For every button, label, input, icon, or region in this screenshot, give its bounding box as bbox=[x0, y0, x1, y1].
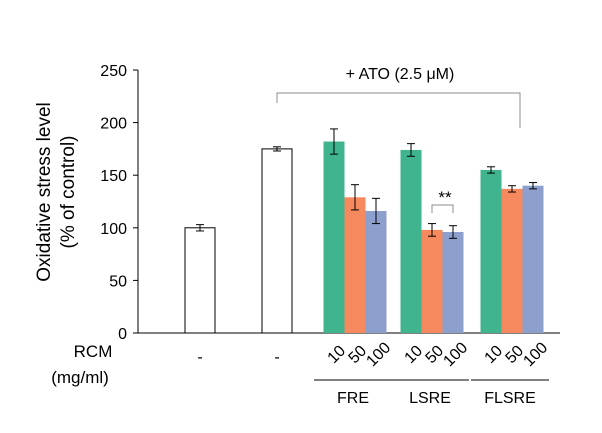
bar-2 bbox=[261, 148, 293, 334]
group-labels: FRE LSRE FLSRE bbox=[314, 379, 549, 407]
y-tick-label-150: 150 bbox=[100, 168, 127, 185]
x-label-2: - bbox=[274, 349, 279, 366]
treatment-bracket: + ATO (2.5 μM) bbox=[276, 66, 521, 128]
x-label-8: 100 bbox=[440, 339, 471, 370]
bars bbox=[184, 128, 544, 334]
bar-3 bbox=[323, 141, 345, 333]
bar-5 bbox=[365, 210, 387, 333]
y-tick-label-0: 0 bbox=[118, 326, 127, 343]
x-label-5: 100 bbox=[363, 339, 394, 370]
bar-4 bbox=[344, 197, 366, 333]
rcm-label: RCM bbox=[74, 342, 113, 361]
bar-9 bbox=[480, 169, 502, 333]
y-axis-label: Oxidative stress level (% of control) bbox=[34, 102, 79, 282]
rcm-unit-label: (mg/ml) bbox=[51, 368, 109, 387]
x-label-1: - bbox=[197, 349, 202, 366]
significance-label: ** bbox=[438, 188, 452, 207]
bar-11 bbox=[522, 185, 544, 333]
treatment-bracket-line bbox=[276, 92, 521, 128]
bar-7 bbox=[421, 229, 443, 333]
bar-8 bbox=[442, 232, 464, 333]
significance-bracket-line bbox=[431, 204, 454, 213]
treatment-bracket-label: + ATO (2.5 μM) bbox=[346, 66, 455, 83]
significance-marker: ** bbox=[431, 188, 454, 213]
x-label-11: 100 bbox=[520, 339, 551, 370]
y-tick-label-200: 200 bbox=[100, 116, 127, 133]
y-axis: 0 50 100 150 200 250 bbox=[100, 63, 560, 343]
bar-10 bbox=[501, 188, 523, 333]
y-tick-label-50: 50 bbox=[109, 273, 127, 290]
bar-6 bbox=[400, 149, 422, 333]
y-axis-label-line-2: (% of control) bbox=[58, 136, 79, 249]
group-label-fre: FRE bbox=[337, 390, 369, 407]
group-label-lsre: LSRE bbox=[409, 390, 451, 407]
y-tick-label-100: 100 bbox=[100, 221, 127, 238]
bar-1 bbox=[184, 227, 216, 334]
y-tick-label-250: 250 bbox=[100, 63, 127, 80]
group-label-flsre: FLSRE bbox=[484, 390, 536, 407]
y-axis-label-line-1: Oxidative stress level bbox=[34, 102, 55, 282]
